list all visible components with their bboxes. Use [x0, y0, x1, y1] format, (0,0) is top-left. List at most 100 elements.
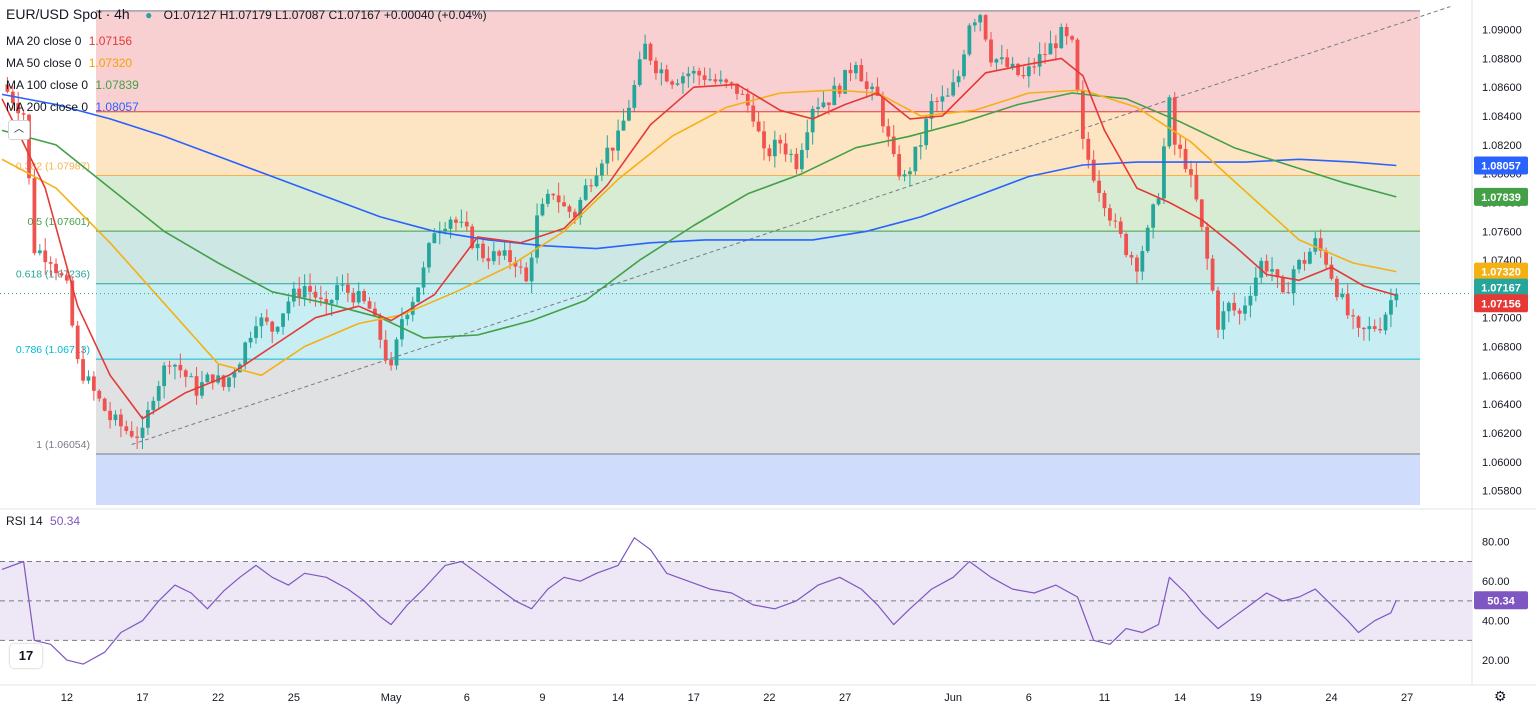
candle [1394, 293, 1399, 301]
candle [875, 86, 880, 96]
candle [1194, 174, 1199, 200]
candle [735, 83, 739, 94]
candle [1178, 144, 1183, 149]
candle [556, 195, 561, 203]
price-tag-label-2: 1.07320 [1481, 267, 1521, 279]
candle [881, 95, 885, 127]
time-axis-tick-13: 11 [1099, 692, 1110, 704]
fib-zone-0 [96, 10, 1420, 112]
candle [1313, 238, 1318, 252]
candle [329, 300, 334, 304]
price-axis-tick-13: 1.06400 [1482, 399, 1522, 411]
candle [427, 243, 431, 268]
candle [621, 120, 626, 131]
time-axis-tick-7: 14 [612, 692, 624, 704]
candle [1140, 251, 1145, 272]
candle [10, 91, 15, 104]
candle [1032, 66, 1037, 68]
candle [43, 250, 48, 263]
price-axis-tick-14: 1.06200 [1482, 428, 1522, 440]
candle [627, 107, 631, 121]
candle [421, 267, 426, 288]
price-tag-4 [1474, 294, 1528, 313]
candle [1351, 315, 1356, 317]
candle [799, 150, 804, 170]
time-axis-tick-14: 14 [1174, 692, 1186, 704]
time-axis-tick-6: 9 [539, 692, 545, 704]
candle [86, 376, 91, 381]
candle [254, 326, 258, 338]
candle [589, 185, 593, 187]
candle [16, 103, 21, 114]
candle [956, 76, 961, 83]
candle [394, 339, 399, 366]
candle [486, 258, 491, 262]
candle [173, 364, 177, 367]
candle [37, 250, 42, 254]
candle [545, 193, 550, 204]
candle [264, 317, 269, 322]
candle [313, 291, 318, 298]
candle [940, 96, 945, 102]
candle [443, 228, 448, 232]
trendline [131, 6, 1451, 445]
ma200-line [1, 93, 1397, 250]
candle [789, 153, 793, 155]
candle [302, 286, 307, 298]
candle [205, 374, 210, 383]
candle [805, 132, 810, 151]
candle [91, 376, 96, 391]
candle [524, 267, 529, 282]
candle [562, 202, 566, 207]
candle [1286, 292, 1291, 294]
time-axis-tick-2: 22 [212, 692, 224, 704]
candle [1102, 192, 1107, 209]
rsi-axis-tick-1: 60.00 [1482, 576, 1510, 588]
candle [21, 113, 26, 115]
candle [508, 250, 512, 262]
candle [686, 73, 691, 77]
candle [821, 102, 826, 108]
rsi-axis-tick-3: 20.00 [1482, 655, 1510, 667]
time-axis-tick-11: Jun [944, 692, 962, 704]
candle [378, 315, 383, 340]
candle [1043, 54, 1047, 56]
candle [675, 83, 680, 85]
candle [248, 337, 253, 343]
time-axis-tick-17: 27 [1401, 692, 1413, 704]
price-axis-tick-16: 1.05800 [1482, 486, 1522, 498]
candle [637, 59, 642, 85]
candle [270, 321, 275, 332]
candle [5, 84, 10, 92]
candle [740, 93, 745, 95]
candle [1016, 63, 1020, 76]
candle [1372, 326, 1377, 329]
candle [972, 22, 977, 26]
candle [1010, 63, 1015, 68]
collapse-legend-button[interactable]: ︿ [8, 120, 30, 140]
candle [1172, 97, 1177, 145]
candle [167, 365, 172, 367]
rsi-axis-tick-2: 40.00 [1482, 616, 1510, 628]
candle [113, 414, 118, 421]
time-axis-tick-15: 19 [1250, 692, 1262, 704]
candle [1210, 258, 1215, 291]
candle [832, 85, 837, 106]
candle [913, 146, 918, 172]
gear-icon[interactable]: ⚙ [1494, 688, 1507, 704]
price-axis-tick-2: 1.08600 [1482, 82, 1522, 94]
candle [1053, 43, 1058, 49]
candle [189, 376, 194, 378]
candle [826, 102, 831, 106]
candle [610, 147, 615, 151]
candle [891, 136, 896, 155]
candle [729, 82, 734, 84]
candle [783, 143, 788, 155]
candle [1070, 36, 1074, 40]
candle [1248, 295, 1253, 306]
candle [356, 290, 361, 303]
fib-label-3: 0.786 (1.06713) [16, 344, 90, 356]
candle [1080, 90, 1085, 139]
candle [908, 171, 912, 175]
candle [978, 15, 983, 23]
